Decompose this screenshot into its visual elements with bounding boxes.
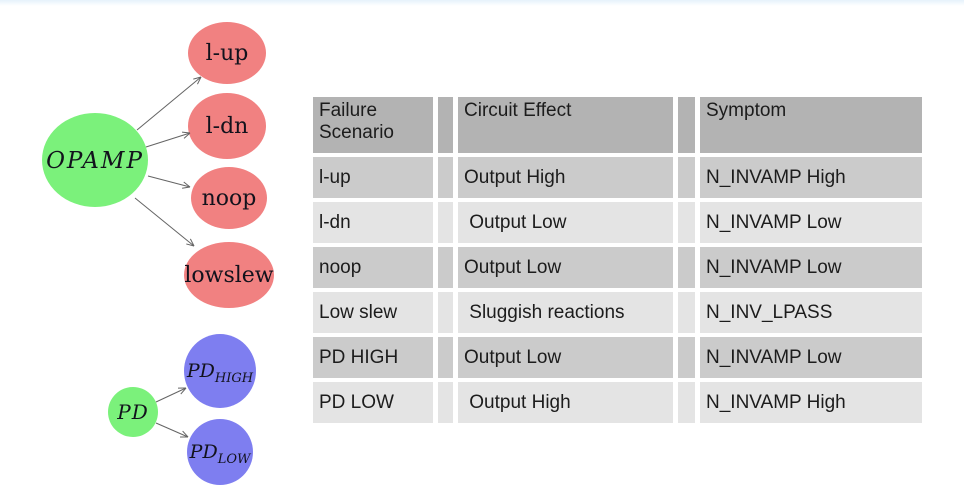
cell-symptom: N_INVAMP High — [700, 157, 922, 198]
cell-symptom: N_INV_LPASS — [700, 292, 922, 333]
arrowhead — [197, 76, 202, 85]
header-symptom: Symptom — [700, 97, 922, 153]
cell-failure: Low slew — [313, 292, 433, 333]
header-failure-scenario: Failure Scenario — [313, 97, 433, 153]
cell-failure: PD HIGH — [313, 337, 433, 378]
node-l-dn — [188, 93, 266, 159]
node-opamp-label: OPAMP — [46, 148, 144, 174]
arrowhead — [186, 243, 195, 247]
node-lowslew — [184, 242, 274, 308]
cell-spacer — [678, 337, 695, 378]
cell-failure: l-up — [313, 157, 433, 198]
cell-spacer — [438, 157, 453, 198]
cell-failure: noop — [313, 247, 433, 288]
node-noop — [191, 167, 267, 229]
table-row: l-dn Output Low N_INVAMP Low — [313, 202, 922, 243]
arrowhead — [193, 76, 202, 80]
failure-scenario-table: Failure Scenario Circuit Effect Symptom … — [308, 93, 927, 427]
pd-high-base: PD — [186, 360, 215, 382]
node-l-dn-label: l-dn — [206, 114, 249, 139]
table-header-row: Failure Scenario Circuit Effect Symptom — [313, 97, 922, 153]
arrowhead — [182, 186, 191, 189]
edge-pd-pdlow — [155, 422, 189, 438]
cell-effect: Output High — [458, 157, 673, 198]
cell-spacer — [438, 337, 453, 378]
node-l-up — [188, 22, 266, 84]
cell-spacer — [678, 157, 695, 198]
cell-spacer — [438, 292, 453, 333]
node-pd-low — [187, 419, 253, 485]
table-row: l-up Output High N_INVAMP High — [313, 157, 922, 198]
arrowhead — [180, 387, 187, 395]
cell-effect: Sluggish reactions — [458, 292, 673, 333]
failure-mode-diagram: OPAMP l-up l-dn noop lowslew PD PDHIGH P… — [42, 22, 274, 485]
cell-spacer — [678, 292, 695, 333]
header-circuit-effect: Circuit Effect — [458, 97, 673, 153]
node-opamp — [42, 113, 148, 207]
node-pd — [108, 387, 158, 437]
cell-spacer — [678, 202, 695, 243]
top-edge-strip — [0, 0, 964, 6]
cell-symptom: N_INVAMP Low — [700, 202, 922, 243]
cell-effect: Output High — [458, 382, 673, 423]
table-row: PD LOW Output High N_INVAMP High — [313, 382, 922, 423]
cell-failure: l-dn — [313, 202, 433, 243]
cell-spacer — [438, 202, 453, 243]
cell-spacer — [438, 382, 453, 423]
cell-effect: Output Low — [458, 202, 673, 243]
cell-failure: PD LOW — [313, 382, 433, 423]
cell-effect: Output Low — [458, 247, 673, 288]
header-spacer-2 — [678, 97, 695, 153]
table-row: noop Output Low N_INVAMP Low — [313, 247, 922, 288]
cell-symptom: N_INVAMP Low — [700, 337, 922, 378]
pd-low-subscript: LOW — [217, 452, 252, 467]
node-pd-low-label: PDLOW — [189, 441, 252, 467]
node-pd-high — [184, 334, 256, 408]
pd-high-subscript: HIGH — [214, 371, 254, 386]
edge-opamp-lowslew — [134, 197, 195, 247]
pd-low-base: PD — [189, 441, 218, 463]
node-pd-high-label: PDHIGH — [186, 360, 254, 386]
edge-opamp-ldn — [145, 132, 191, 148]
edge-opamp-lup — [136, 76, 202, 131]
arrowhead — [183, 132, 191, 139]
node-lowslew-label: lowslew — [184, 263, 273, 288]
edge-pd-pdhigh — [155, 387, 187, 403]
node-l-up-label: l-up — [206, 41, 249, 66]
cell-effect: Output Low — [458, 337, 673, 378]
arrowhead — [181, 131, 191, 134]
arrowhead — [183, 181, 191, 188]
arrowhead — [182, 430, 189, 438]
cell-symptom: N_INVAMP Low — [700, 247, 922, 288]
cell-spacer — [678, 247, 695, 288]
table-row: Low slew Sluggish reactions N_INV_LPASS — [313, 292, 922, 333]
edge-opamp-noop — [147, 175, 191, 188]
node-noop-label: noop — [202, 186, 257, 211]
node-pd-label: PD — [116, 400, 149, 424]
header-spacer-1 — [438, 97, 453, 153]
cell-spacer — [678, 382, 695, 423]
cell-spacer — [438, 247, 453, 288]
table-row: PD HIGH Output Low N_INVAMP Low — [313, 337, 922, 378]
cell-symptom: N_INVAMP High — [700, 382, 922, 423]
arrowhead — [189, 238, 195, 247]
